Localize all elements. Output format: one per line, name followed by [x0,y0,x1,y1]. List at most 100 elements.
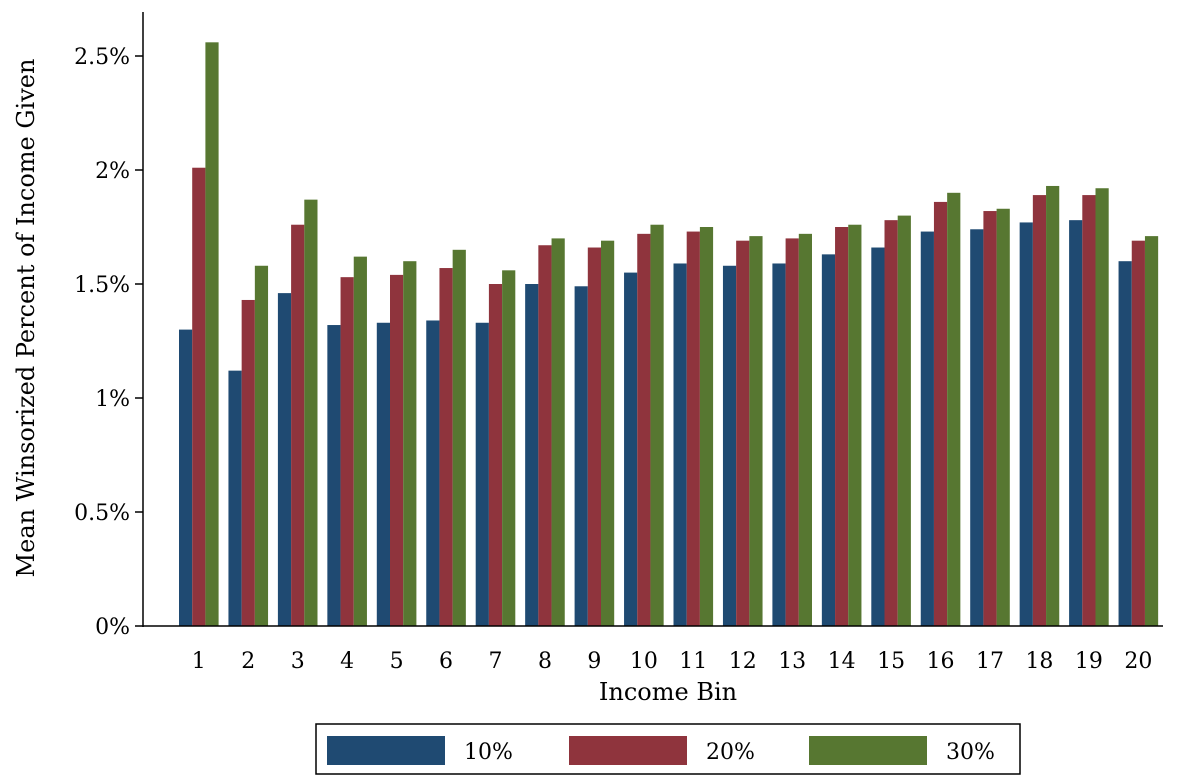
x-tick-label: 15 [877,649,905,674]
bar-20-series-3 [1144,236,1159,626]
x-tick-label: 12 [729,649,757,674]
x-tick-label: 14 [828,649,856,674]
x-tick-label: 1 [192,649,206,674]
bar-8-series-1 [525,284,539,626]
legend: 10% 20% 30% [315,723,1021,775]
bar-3-series-2 [291,224,305,626]
bar-4-series-1 [327,325,341,626]
y-tick-label: 1.5% [74,273,130,298]
x-ticks-group: 1 2 3 4 5 6 7 8 9 10 11 12 13 14 15 16 17 18 19 20 [192,649,1153,674]
bar-7-series-1 [475,322,489,626]
bar-19-series-1 [1069,220,1083,626]
x-axis-title: Income Bin [599,678,737,706]
x-tick-label: 10 [630,649,658,674]
y-tick-label: 2% [95,159,130,184]
bar-10-series-2 [637,233,651,626]
y-tick-label: 1% [95,387,130,412]
x-tick-label: 2 [241,649,255,674]
x-tick-label: 11 [679,649,707,674]
bar-6-series-3 [452,249,466,627]
x-tick-label: 3 [291,649,305,674]
bar-17-series-2 [983,211,997,627]
y-tick-label: 0.5% [74,501,130,526]
bar-9-series-2 [587,247,601,626]
bar-13-series-1 [772,263,786,626]
bar-12-series-3 [749,236,763,626]
bar-15-series-3 [897,215,911,626]
x-tick-label: 7 [489,649,503,674]
bar-1-series-3 [205,42,219,626]
bar-7-series-3 [502,270,516,626]
legend-label-3: 30% [946,740,995,765]
bar-1-series-1 [179,329,193,626]
bar-5-series-3 [403,261,417,626]
bar-10-series-1 [624,272,638,626]
bar-19-series-2 [1082,195,1096,626]
bar-14-series-3 [848,224,862,626]
y-tick-label: 2.5% [74,45,130,70]
x-tick-label: 6 [439,649,453,674]
legend-label-1: 10% [464,740,513,765]
x-tick-label: 16 [927,649,955,674]
bar-14-series-1 [821,254,836,627]
bar-20-series-1 [1118,261,1132,626]
bar-3-series-3 [304,199,318,626]
bar-11-series-1 [673,263,687,626]
bar-6-series-1 [426,320,440,626]
x-tick-label: 19 [1075,649,1103,674]
bar-3-series-1 [277,293,292,626]
bar-18-series-3 [1046,185,1060,626]
y-axis-title: Mean Winsorized Percent of Income Given [12,59,40,578]
bar-14-series-2 [835,227,849,626]
bar-9-series-1 [574,286,588,626]
bar-8-series-3 [551,238,565,626]
bar-1-series-2 [192,167,206,626]
bar-2-series-3 [254,265,269,626]
axes-group [142,12,1163,627]
x-tick-label: 20 [1124,649,1152,674]
legend-swatch-1 [327,736,445,765]
bars-group [179,42,1159,627]
bar-19-series-3 [1095,188,1109,627]
bar-8-series-2 [538,245,552,627]
bar-13-series-2 [785,238,799,626]
bar-6-series-2 [439,268,453,626]
bar-15-series-1 [871,247,885,626]
legend-label-2: 20% [706,740,755,765]
legend-swatch-3 [809,736,927,765]
legend-swatch-2 [569,736,687,765]
bar-16-series-3 [947,192,961,627]
bar-20-series-2 [1131,240,1145,626]
bar-5-series-1 [376,322,390,626]
bar-2-series-1 [228,370,242,626]
x-tick-label: 9 [587,649,601,674]
bar-17-series-1 [970,229,984,626]
bar-11-series-2 [686,231,700,626]
bar-7-series-2 [488,284,503,626]
bar-12-series-2 [736,240,750,626]
bar-15-series-2 [884,220,898,626]
bar-18-series-1 [1019,222,1033,626]
y-tick-label: 0% [95,615,130,640]
bar-13-series-3 [798,233,812,626]
bar-4-series-3 [353,256,367,626]
bar-9-series-3 [601,240,615,626]
bar-16-series-1 [920,231,934,626]
x-tick-label: 5 [390,649,404,674]
bar-12-series-1 [722,265,737,626]
bar-16-series-2 [933,201,948,627]
x-tick-label: 8 [538,649,552,674]
x-tick-label: 18 [1025,649,1053,674]
bar-18-series-2 [1032,195,1047,626]
bar-10-series-3 [650,224,664,626]
bar-4-series-2 [340,277,354,626]
x-tick-label: 4 [340,649,354,674]
x-tick-label: 13 [778,649,806,674]
bar-5-series-2 [390,274,404,626]
bar-2-series-2 [241,299,255,626]
bar-17-series-3 [996,208,1010,626]
y-ticks-group: 0% 0.5% 1% 1.5% 2% 2.5% [74,45,143,640]
x-tick-label: 17 [976,649,1004,674]
bar-11-series-3 [699,227,714,626]
